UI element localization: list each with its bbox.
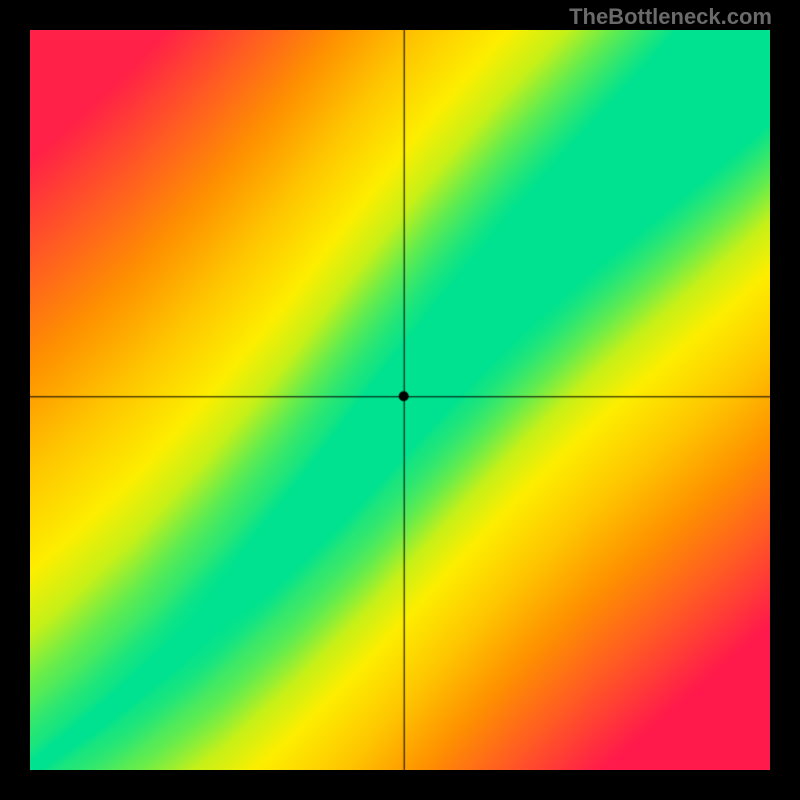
heatmap-canvas: [30, 30, 770, 770]
heatmap-plot: [30, 30, 770, 770]
watermark-text: TheBottleneck.com: [569, 4, 772, 30]
chart-container: TheBottleneck.com: [0, 0, 800, 800]
